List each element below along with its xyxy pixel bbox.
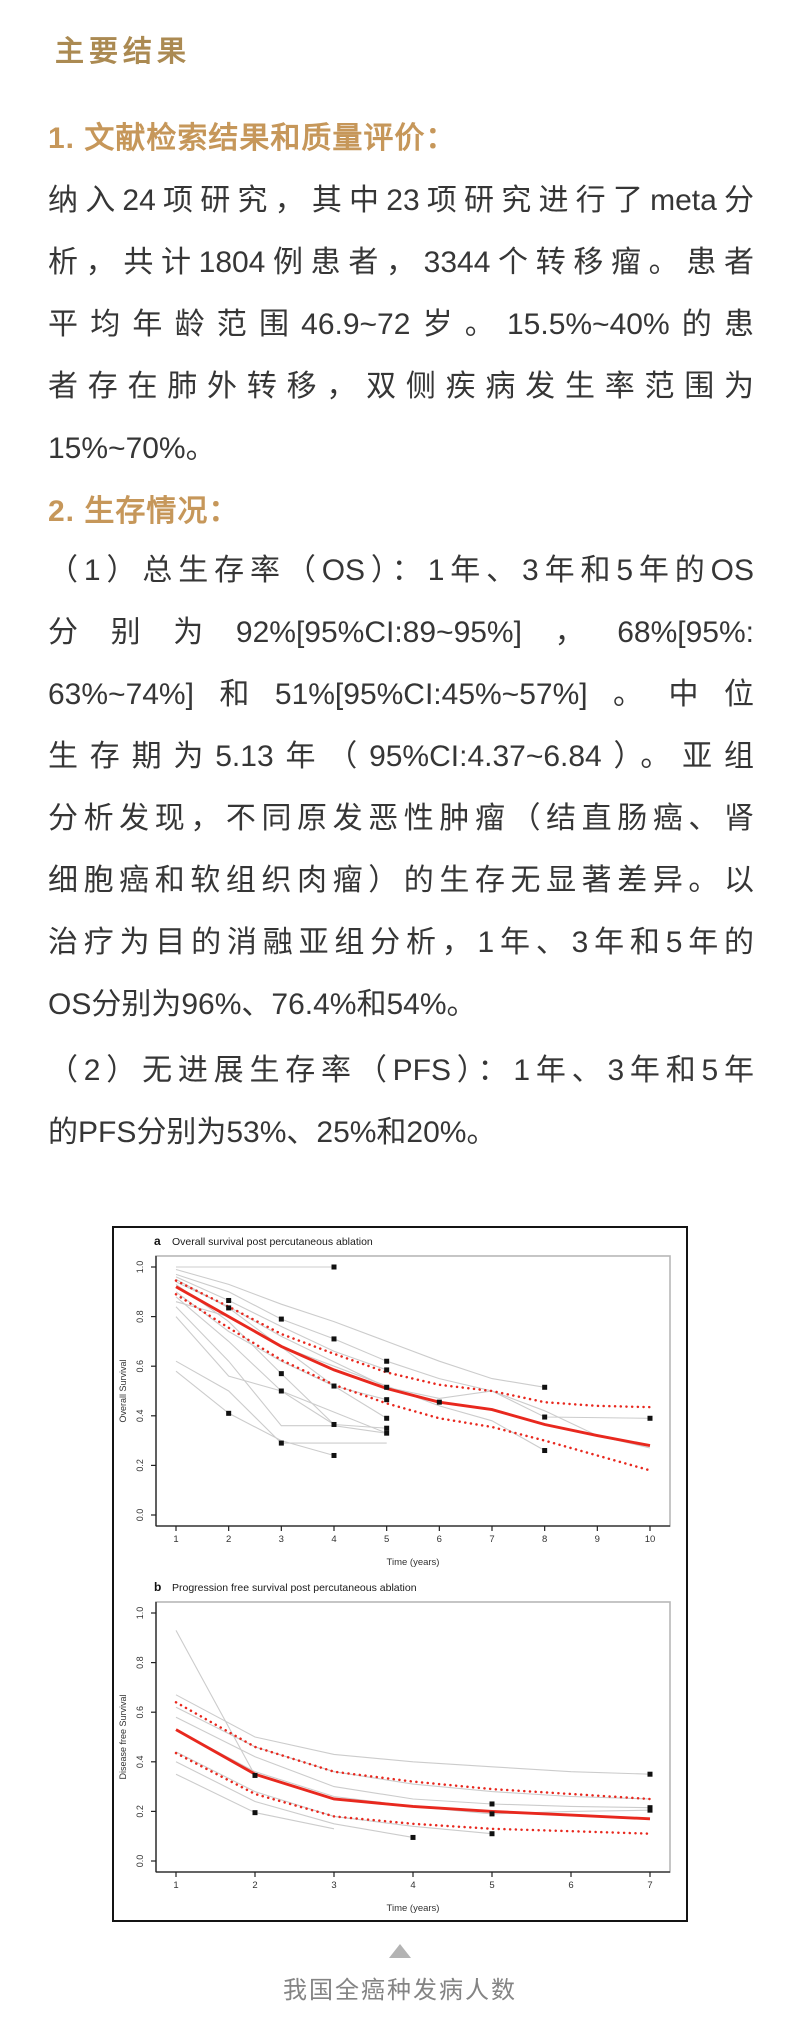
svg-text:5: 5 [384,1534,389,1545]
svg-text:4: 4 [331,1534,336,1545]
svg-text:1.0: 1.0 [135,1607,145,1620]
overall-survival-chart: 1 2 3 4 5 6 7 8 9 10 0.0 0.2 0.4 0.6 0.8 1.0 a Overall su… [118,1234,671,1568]
paragraph-line: 细胞癌和软组织肉瘤）的生存无显著差异。以 [48,864,754,897]
svg-text:1: 1 [173,1534,178,1545]
section-1-heading: 1. 文献检索结果和质量评价： [48,122,457,155]
svg-text:Disease free Survival: Disease free Survival [118,1694,128,1779]
svg-text:5: 5 [489,1880,494,1891]
paragraph-line: 分析发现，不同原发恶性肿瘤（结直肠癌、肾 [48,802,754,835]
svg-text:Time (years): Time (years) [387,1903,440,1914]
svg-text:0.6: 0.6 [135,1706,145,1719]
svg-text:9: 9 [595,1534,600,1545]
caption-arrow-icon [389,1944,411,1958]
svg-text:7: 7 [489,1534,494,1545]
svg-text:8: 8 [542,1534,547,1545]
pfs-paragraph: （2）无进展生存率（PFS）：1年、3年和5年 的PFS分别为53%、25%和2… [48,1040,754,1164]
page-title: 主要结果 [55,36,192,68]
svg-text:10: 10 [645,1534,656,1545]
paragraph-line: OS分别为96%、76.4%和54%。 [48,988,477,1021]
svg-text:0.6: 0.6 [135,1360,145,1373]
svg-text:0.2: 0.2 [135,1805,145,1818]
section-1-paragraph: 纳入24项研究，其中23项研究进行了meta分 析，共计1804例患者，3344… [48,170,754,480]
svg-text:1.0: 1.0 [135,1261,145,1274]
svg-text:3: 3 [331,1880,336,1891]
svg-text:0.4: 0.4 [135,1756,145,1769]
progression-free-survival-chart: 1 2 3 4 5 6 7 0.0 0.2 0.4 0.6 0.8 1.0 b Progression fr… [118,1580,671,1914]
svg-text:0.0: 0.0 [135,1855,145,1868]
svg-text:a: a [154,1234,161,1248]
svg-text:2: 2 [226,1534,231,1545]
paragraph-line: 者存在肺外转移，双侧疾病发生率范围为 [48,370,754,403]
svg-text:6: 6 [568,1880,573,1891]
svg-text:0.8: 0.8 [135,1656,145,1669]
svg-text:0.0: 0.0 [135,1509,145,1522]
paragraph-line: 治疗为目的消融亚组分析，1年、3年和5年的 [48,926,754,959]
svg-text:6: 6 [437,1534,442,1545]
svg-text:7: 7 [647,1880,652,1891]
svg-text:Overall survival post percutan: Overall survival post percutaneous ablat… [172,1236,373,1248]
paragraph-line: （1）总生存率（OS）：1年、3年和5年的OS [48,554,754,587]
svg-text:Progression free survival post: Progression free survival post percutane… [172,1582,417,1594]
svg-text:4: 4 [410,1880,415,1891]
paragraph-line: 的PFS分别为53%、25%和20%。 [48,1116,497,1149]
paragraph-line: 平均年龄范围46.9~72岁。15.5%~40%的患 [48,308,754,341]
paragraph-line: 63%~74%]和51%[95%CI:45%~57%]。中位 [48,678,754,711]
paragraph-line: 分别为92%[95%CI:89~95%]，68%[95%: [48,616,754,649]
svg-text:Time (years): Time (years) [387,1557,440,1568]
svg-text:b: b [154,1580,161,1594]
paragraph-line: 生存期为5.13年（95%CI:4.37~6.84）。亚组 [48,740,754,773]
paragraph-line: 纳入24项研究，其中23项研究进行了meta分 [48,184,754,217]
svg-text:0.8: 0.8 [135,1310,145,1323]
svg-text:Overall Survival: Overall Survival [118,1359,128,1422]
svg-text:2: 2 [252,1880,257,1891]
survival-curves-figure: 1 2 3 4 5 6 7 8 9 10 0.0 0.2 0.4 0.6 0.8 1.0 a Overall su… [112,1226,688,1922]
figure-caption: 我国全癌种发病人数 [283,1977,517,2004]
svg-text:1: 1 [173,1880,178,1891]
paragraph-line: （2）无进展生存率（PFS）：1年、3年和5年 [48,1054,754,1087]
svg-text:0.4: 0.4 [135,1410,145,1423]
paragraph-line: 析，共计1804例患者，3344个转移瘤。患者 [48,246,754,279]
svg-text:0.2: 0.2 [135,1459,145,1472]
section-2-heading: 2. 生存情况： [48,495,240,528]
paragraph-line: 15%~70%。 [48,432,216,465]
os-paragraph: （1）总生存率（OS）：1年、3年和5年的OS 分别为92%[95%CI:89~… [48,540,754,1036]
svg-text:3: 3 [279,1534,284,1545]
